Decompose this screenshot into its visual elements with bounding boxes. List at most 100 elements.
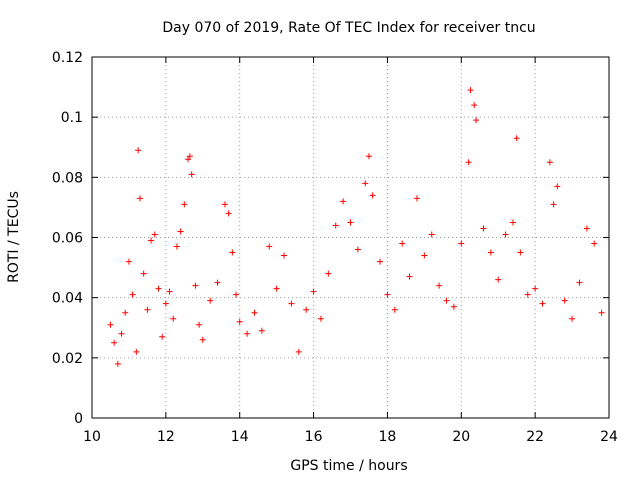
data-point <box>365 153 372 160</box>
y-tick-label: 0.06 <box>52 231 83 247</box>
x-tick-label: 16 <box>305 429 323 445</box>
data-point <box>148 237 155 244</box>
x-axis-label: GPS time / hours <box>290 458 407 474</box>
data-point <box>129 291 136 298</box>
data-point <box>181 201 188 208</box>
data-point <box>137 195 144 202</box>
data-point <box>170 315 177 322</box>
data-point <box>340 198 347 205</box>
data-point <box>122 309 129 316</box>
data-point <box>458 240 465 247</box>
y-axis-label: ROTI / TECUs <box>6 191 22 283</box>
data-point <box>273 285 280 292</box>
data-point <box>598 309 605 316</box>
data-point <box>151 231 158 238</box>
data-point <box>288 300 295 307</box>
data-point <box>317 315 324 322</box>
data-point <box>436 282 443 289</box>
data-point <box>162 300 169 307</box>
data-point <box>118 330 125 337</box>
data-point <box>310 288 317 295</box>
data-point <box>509 219 516 226</box>
data-point <box>354 246 361 253</box>
data-point <box>467 87 474 94</box>
data-points-layer <box>107 87 605 367</box>
data-point <box>362 180 369 187</box>
data-point <box>166 288 173 295</box>
data-point <box>133 348 140 355</box>
data-point <box>159 333 166 340</box>
data-point <box>114 360 121 367</box>
data-point <box>443 297 450 304</box>
x-tick-label: 20 <box>452 429 470 445</box>
data-point <box>332 222 339 229</box>
data-point <box>185 156 192 163</box>
data-point <box>428 231 435 238</box>
x-tick-label: 10 <box>83 429 101 445</box>
data-point <box>550 201 557 208</box>
data-point <box>135 147 142 154</box>
data-point <box>421 252 428 259</box>
data-point <box>303 306 310 313</box>
data-point <box>258 327 265 334</box>
x-tick-label: 14 <box>231 429 249 445</box>
data-point <box>517 249 524 256</box>
data-point <box>155 285 162 292</box>
data-point <box>199 336 206 343</box>
tick-label-layer: 10 12 14 16 18 20 22 24 0 0.02 0.04 0.06 0.08 0.1 0.12 <box>52 50 618 445</box>
data-point <box>281 252 288 259</box>
data-point <box>480 225 487 232</box>
data-point <box>125 258 132 265</box>
data-point <box>524 291 531 298</box>
data-point <box>495 276 502 283</box>
data-point <box>471 102 478 109</box>
data-point <box>450 303 457 310</box>
data-point <box>295 348 302 355</box>
data-point <box>399 240 406 247</box>
data-point <box>221 201 228 208</box>
y-tick-label: 0 <box>74 411 83 427</box>
data-point <box>391 306 398 313</box>
tick-layer <box>91 56 610 419</box>
y-tick-label: 0.12 <box>52 50 83 66</box>
data-point <box>591 240 598 247</box>
y-tick-label: 0.1 <box>61 110 83 126</box>
data-point <box>502 231 509 238</box>
data-point <box>539 300 546 307</box>
data-point <box>583 225 590 232</box>
data-point <box>177 228 184 235</box>
data-point <box>186 153 193 160</box>
data-point <box>554 183 561 190</box>
data-point <box>251 309 258 316</box>
data-point <box>569 315 576 322</box>
data-point <box>377 258 384 265</box>
data-point <box>487 249 494 256</box>
y-tick-label: 0.02 <box>52 351 83 367</box>
data-point <box>188 171 195 178</box>
x-tick-label: 24 <box>600 429 618 445</box>
data-point <box>473 117 480 124</box>
data-point <box>413 195 420 202</box>
data-point <box>207 297 214 304</box>
data-point <box>233 291 240 298</box>
chart-title: Day 070 of 2019, Rate Of TEC Index for r… <box>162 20 535 36</box>
data-point <box>532 285 539 292</box>
data-point <box>465 159 472 166</box>
data-point <box>236 318 243 325</box>
data-point <box>513 135 520 142</box>
data-point <box>144 306 151 313</box>
data-point <box>325 270 332 277</box>
data-point <box>561 297 568 304</box>
y-tick-label: 0.04 <box>52 291 83 307</box>
data-point <box>140 270 147 277</box>
data-point <box>214 279 221 286</box>
data-point <box>369 192 376 199</box>
data-point <box>576 279 583 286</box>
y-tick-label: 0.08 <box>52 170 83 186</box>
data-point <box>266 243 273 250</box>
data-point <box>406 273 413 280</box>
grid-layer <box>92 57 609 418</box>
